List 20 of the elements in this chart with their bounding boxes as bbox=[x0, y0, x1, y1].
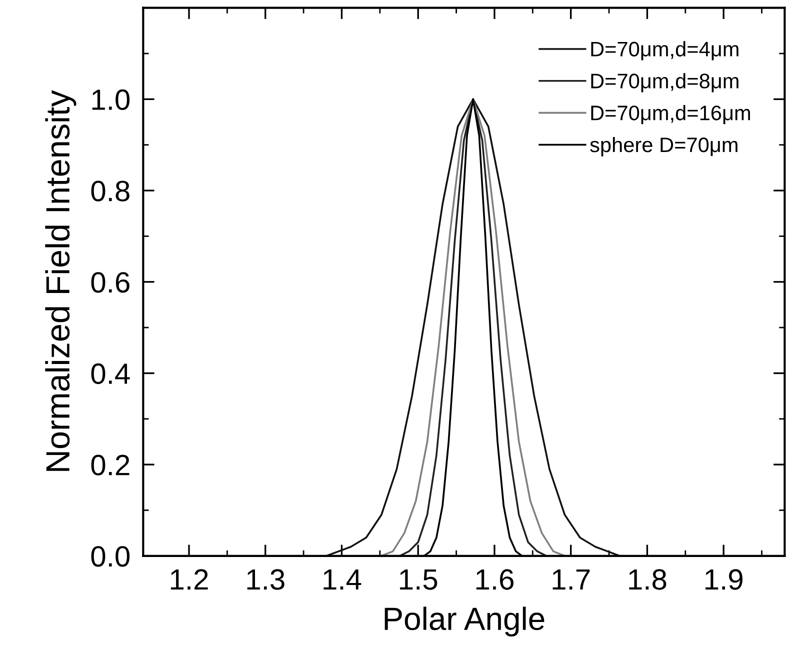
legend-label: D=70μm,d=16μm bbox=[591, 105, 750, 124]
x-tick-label: 1.7 bbox=[552, 569, 590, 590]
x-axis-title: Polar Angle bbox=[384, 606, 544, 636]
legend-label: sphere D=70μm bbox=[590, 136, 738, 156]
y-tick-label: 0.0 bbox=[91, 546, 130, 567]
x-tick-label: 1.3 bbox=[247, 569, 284, 590]
y-axis-title: Normalized Field Intensity bbox=[45, 90, 76, 471]
x-tick-label: 1.4 bbox=[324, 569, 362, 590]
y-tick-label: 0.6 bbox=[91, 272, 130, 293]
x-tick-label: 1.9 bbox=[706, 569, 742, 590]
x-tick-label: 1.6 bbox=[476, 569, 514, 590]
y-tick-label: 1.0 bbox=[92, 89, 130, 110]
x-tick-label: 1.5 bbox=[400, 569, 438, 590]
legend-label: D=70μm,d=4μm bbox=[591, 41, 738, 60]
x-tick-label: 1.8 bbox=[629, 569, 666, 590]
legend-label: D=70μm,d=8μm bbox=[591, 73, 738, 92]
y-tick-label: 0.8 bbox=[91, 180, 130, 202]
x-tick-label: 1.2 bbox=[170, 569, 208, 590]
y-tick-label: 0.4 bbox=[91, 363, 130, 384]
y-tick-label: 0.2 bbox=[91, 454, 130, 476]
